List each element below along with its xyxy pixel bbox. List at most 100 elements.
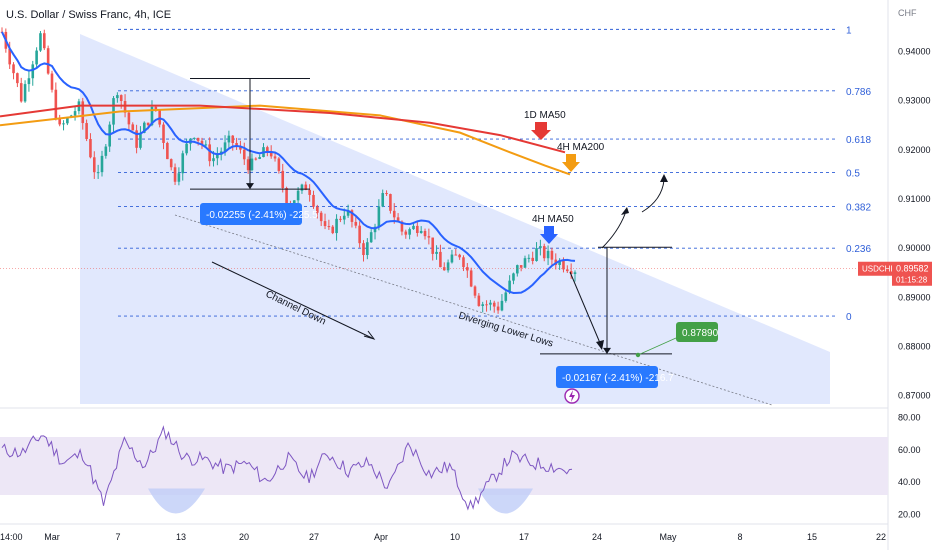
- candle-body: [339, 218, 342, 220]
- candle-body: [273, 156, 277, 159]
- candle-body: [539, 246, 542, 249]
- candle-body: [196, 137, 200, 141]
- candle-body: [573, 272, 577, 274]
- candle-body: [73, 111, 77, 116]
- candle-body: [562, 260, 565, 270]
- price-tick-label: 0.90000: [898, 243, 931, 253]
- candle-body: [392, 210, 396, 218]
- candle-body: [427, 236, 431, 238]
- candle-body: [377, 206, 381, 227]
- candle-body: [216, 154, 219, 159]
- candle-body: [300, 184, 304, 191]
- candle-body: [250, 158, 254, 171]
- candle-body: [277, 158, 281, 171]
- candle-body: [400, 221, 404, 232]
- countdown-label: 01:15:28: [896, 276, 928, 285]
- candle-body: [404, 231, 408, 235]
- fib-ratio-label: 0.382: [846, 202, 871, 213]
- candle-body: [569, 271, 573, 274]
- measure-left-arrowhead: [246, 183, 254, 190]
- candle-body: [423, 230, 427, 237]
- candle-body: [331, 226, 335, 234]
- candle-body: [446, 262, 450, 271]
- candle-body: [285, 187, 288, 204]
- candle-body: [350, 210, 354, 222]
- candle-body: [254, 158, 258, 160]
- candle-body: [516, 265, 519, 274]
- label-1d-ma50: 1D MA50: [524, 110, 566, 121]
- ma50-4h-line: [1, 31, 576, 294]
- candle-body: [373, 226, 377, 233]
- candle-body: [269, 151, 273, 157]
- chart-title: U.S. Dollar / Swiss Franc, 4h, ICE: [6, 9, 172, 21]
- candle-body: [458, 254, 461, 258]
- candle-body: [477, 295, 481, 306]
- candle-body: [431, 237, 435, 254]
- candle-body: [31, 64, 35, 79]
- time-tick-label: Apr: [374, 532, 388, 542]
- candle-body: [319, 212, 323, 222]
- candle-body: [223, 142, 227, 152]
- candle-body: [123, 100, 127, 113]
- ma200-4h-line: [0, 104, 571, 176]
- candle-body: [281, 170, 285, 188]
- arrow-4h-ma50: [540, 226, 558, 244]
- price-tick-label: 0.87000: [898, 391, 931, 401]
- candle-body: [358, 225, 361, 244]
- candle-body: [116, 95, 119, 99]
- candle-body: [131, 124, 135, 131]
- candle-body: [23, 84, 27, 102]
- candle-body: [62, 123, 65, 125]
- candle-body: [162, 124, 165, 143]
- price-tick-label: 0.94000: [898, 47, 931, 57]
- price-tick-label: 0.88000: [898, 342, 931, 352]
- candle-body: [512, 273, 515, 281]
- candle-body: [158, 109, 161, 125]
- target-connector: [637, 337, 677, 356]
- candle-body: [185, 143, 188, 154]
- candle-body: [527, 257, 531, 259]
- candle-body: [66, 117, 69, 124]
- time-tick-label: 24: [592, 532, 602, 542]
- candle-body: [504, 292, 508, 301]
- candle-body: [35, 50, 38, 65]
- candle-body: [542, 246, 546, 259]
- candle-body: [304, 184, 308, 190]
- candle-body: [362, 243, 365, 256]
- target-point: [635, 352, 641, 358]
- time-tick-label: 14:00: [0, 532, 23, 542]
- candle-body: [58, 118, 61, 125]
- diverging-lows-line: [174, 214, 773, 406]
- candle-body: [408, 229, 411, 235]
- candle-body: [535, 248, 538, 261]
- rsi-low-arc-1: [148, 488, 205, 514]
- candle-body: [89, 139, 92, 158]
- candle-body: [296, 190, 300, 201]
- time-tick-label: 22: [876, 532, 886, 542]
- candle-body: [354, 221, 358, 226]
- candle-body: [496, 306, 500, 311]
- price-tick-label: 0.93000: [898, 96, 931, 106]
- candle-body: [466, 267, 469, 271]
- channel-arrowhead: [363, 330, 376, 340]
- candle-body: [492, 302, 496, 307]
- candle-body: [489, 302, 492, 305]
- breakout-arrow-1: [601, 213, 626, 249]
- fib-ratio-label: 0: [846, 312, 852, 323]
- fib-ratio-label: 1: [846, 25, 852, 36]
- candle-body: [154, 106, 158, 110]
- candle-body: [85, 123, 88, 140]
- candle-body: [27, 78, 31, 85]
- breakout-arrowhead-2: [660, 174, 668, 182]
- candle-body: [246, 159, 250, 171]
- time-tick-label: 13: [176, 532, 186, 542]
- candle-body: [523, 258, 527, 268]
- candle-body: [135, 130, 138, 148]
- candle-body: [81, 101, 85, 124]
- candle-body: [450, 254, 454, 263]
- ma50-1d-line: [0, 104, 566, 154]
- candle-body: [39, 33, 42, 51]
- candle-body: [166, 142, 169, 160]
- time-tick-label: Mar: [44, 532, 60, 542]
